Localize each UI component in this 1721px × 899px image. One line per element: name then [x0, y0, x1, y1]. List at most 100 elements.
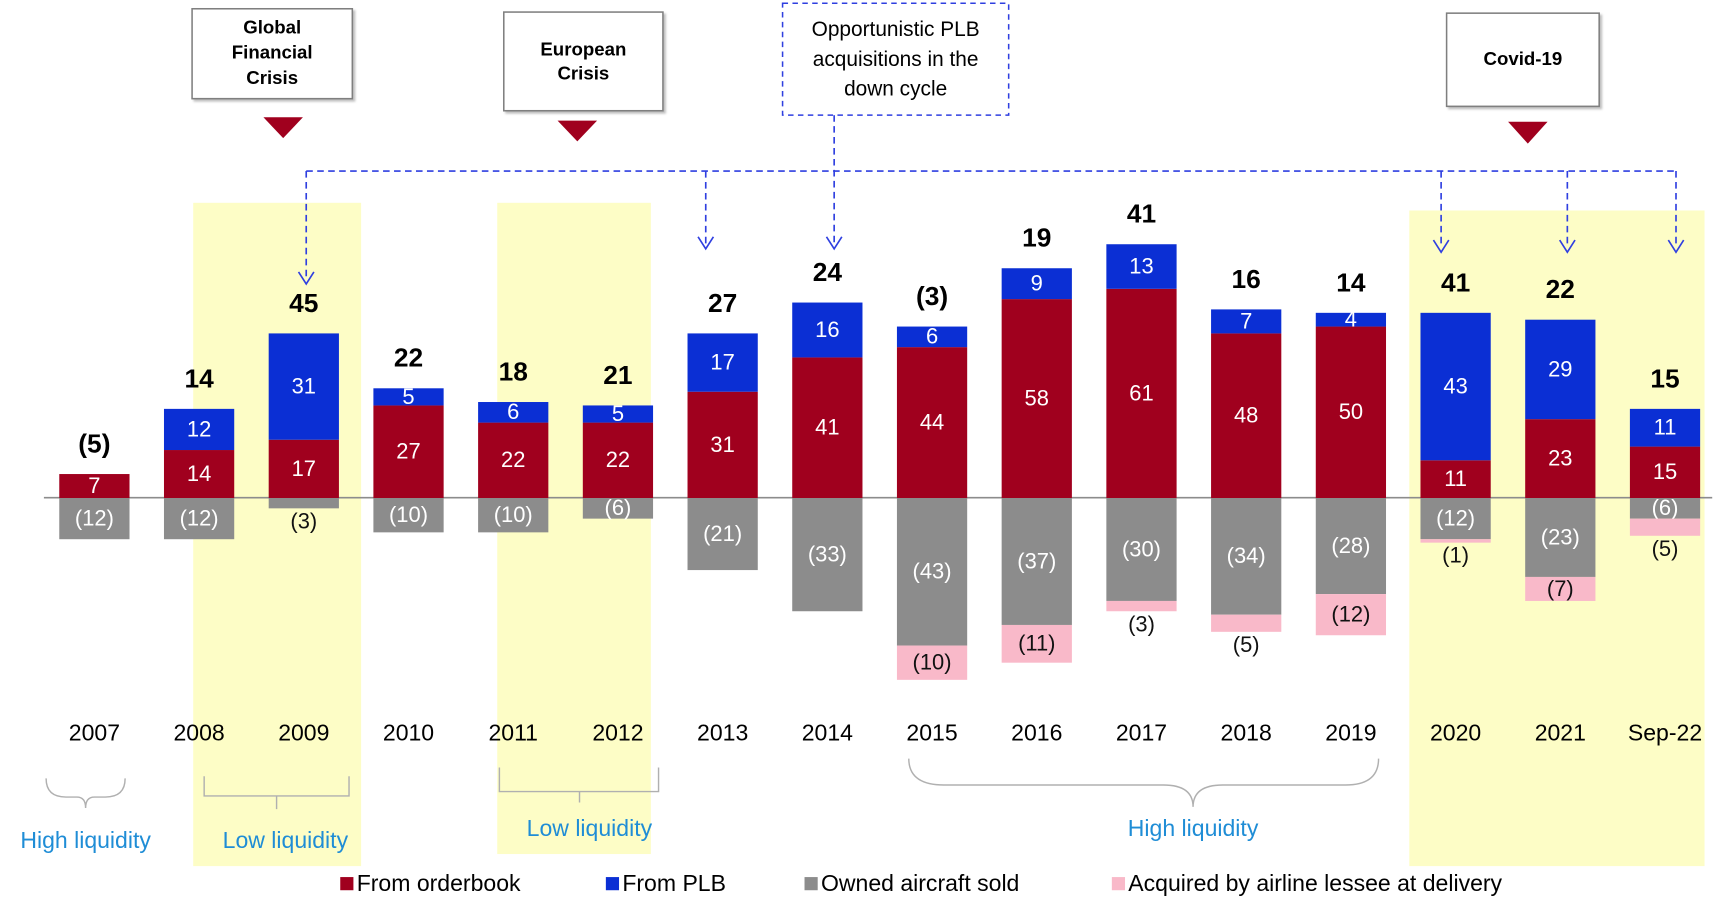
- value-label: 50: [1339, 399, 1363, 424]
- bar-segment: [582, 422, 654, 499]
- bar-segment: [582, 405, 654, 423]
- value-label: (3): [290, 508, 317, 533]
- bar-segment: [896, 326, 968, 348]
- value-label: (43): [913, 559, 952, 584]
- annotation-text: Financial: [232, 42, 313, 63]
- total-label: (5): [78, 429, 110, 459]
- bar-segment: [896, 347, 968, 499]
- bar-segment: [163, 450, 235, 499]
- value-label: (7): [1547, 576, 1574, 601]
- value-label: (5): [1652, 536, 1679, 561]
- bar-segment: [478, 422, 549, 499]
- liquidity-label: High liquidity: [1128, 815, 1259, 841]
- value-label: 4: [1345, 307, 1357, 332]
- bar-segment: [1420, 312, 1491, 461]
- value-label: 5: [612, 401, 624, 426]
- bar-segment: [1629, 446, 1701, 499]
- value-label: 7: [1240, 308, 1252, 333]
- value-label: (10): [494, 502, 533, 527]
- bar-segment: [582, 498, 654, 519]
- x-tick-label: 2018: [1221, 720, 1272, 746]
- bar-segment: [1629, 408, 1701, 447]
- value-label: 41: [815, 415, 839, 440]
- value-label: 6: [926, 324, 938, 349]
- x-tick-label: Sep-22: [1628, 720, 1702, 746]
- value-label: (3): [1128, 611, 1155, 636]
- arrow-heads: [297, 236, 1685, 286]
- bar-segment: [373, 498, 444, 533]
- bar-segment: [59, 474, 130, 499]
- plb-arrows: [305, 115, 1677, 280]
- bar-segment: [1525, 498, 1596, 577]
- bar-segment: [896, 645, 968, 680]
- value-label: (30): [1122, 536, 1161, 561]
- annotation-box: [1445, 12, 1600, 108]
- total-label: 14: [184, 363, 214, 393]
- total-label: 19: [1022, 223, 1051, 253]
- bracket: [203, 776, 350, 810]
- bar-segment: [1001, 624, 1072, 663]
- value-label: 15: [1653, 459, 1677, 484]
- bar-segment: [1001, 268, 1072, 300]
- legend-label: From PLB: [622, 870, 726, 896]
- value-label: 31: [292, 373, 316, 398]
- x-tick-label: 2013: [697, 720, 748, 746]
- x-tick-label: 2020: [1430, 720, 1481, 746]
- bar-segment: [1315, 498, 1387, 595]
- bar-segment: [1315, 326, 1387, 499]
- bar-segment: [1106, 498, 1177, 601]
- x-tick-label: 2015: [906, 720, 957, 746]
- bar-segment: [163, 498, 235, 540]
- value-label: (12): [180, 506, 219, 531]
- bar-segment: [1106, 244, 1177, 289]
- legend-label: Acquired by airline lessee at delivery: [1128, 870, 1502, 896]
- value-label: 23: [1548, 446, 1572, 471]
- bar-segment: [1211, 333, 1282, 499]
- value-label: 61: [1129, 380, 1153, 405]
- value-label: 22: [501, 447, 525, 472]
- bar-segment: [478, 402, 549, 423]
- legend-marker: [605, 877, 620, 891]
- annotation-text: acquisitions in the: [813, 48, 979, 71]
- total-label: 22: [394, 343, 423, 373]
- value-label: 16: [815, 317, 839, 342]
- bar-segment: [1211, 309, 1282, 334]
- legend-label: From orderbook: [357, 870, 521, 896]
- bar-segment: [1211, 498, 1282, 615]
- x-tick-label: 2007: [69, 720, 120, 746]
- liquidity-label: Low liquidity: [223, 827, 349, 853]
- x-tick-label: 2016: [1011, 720, 1062, 746]
- x-tick-label: 2017: [1116, 720, 1167, 746]
- value-label: (6): [605, 495, 632, 520]
- total-label: 22: [1546, 274, 1575, 304]
- bar-segment: [1629, 498, 1701, 519]
- value-label: 11: [1444, 466, 1467, 491]
- value-label: 27: [396, 439, 420, 464]
- value-label: (10): [913, 650, 952, 675]
- value-label: (5): [1233, 632, 1260, 657]
- bar-segment: [268, 439, 339, 499]
- bar-segment: [1525, 576, 1596, 601]
- bar-segment: [1106, 600, 1177, 612]
- total-label: (3): [916, 281, 948, 311]
- value-label: (34): [1227, 543, 1266, 568]
- bar-segment: [163, 408, 235, 451]
- value-label: (12): [75, 506, 114, 531]
- value-label: 22: [606, 447, 630, 472]
- bracket: [498, 767, 660, 803]
- bar-segment: [687, 498, 758, 571]
- total-label: 41: [1441, 267, 1470, 297]
- value-label: (21): [703, 521, 742, 546]
- bar-segment: [1525, 319, 1596, 420]
- bar-segment: [1211, 614, 1282, 632]
- legend-label: Owned aircraft sold: [821, 870, 1019, 896]
- x-tick-label: 2021: [1535, 720, 1586, 746]
- event-marker: [557, 120, 598, 142]
- value-label: 12: [187, 416, 211, 441]
- value-label: 6: [507, 399, 519, 424]
- value-label: 31: [710, 432, 734, 457]
- x-tick-label: 2012: [592, 720, 643, 746]
- liquidity-label: Low liquidity: [527, 815, 653, 841]
- x-tick-label: 2019: [1325, 720, 1376, 746]
